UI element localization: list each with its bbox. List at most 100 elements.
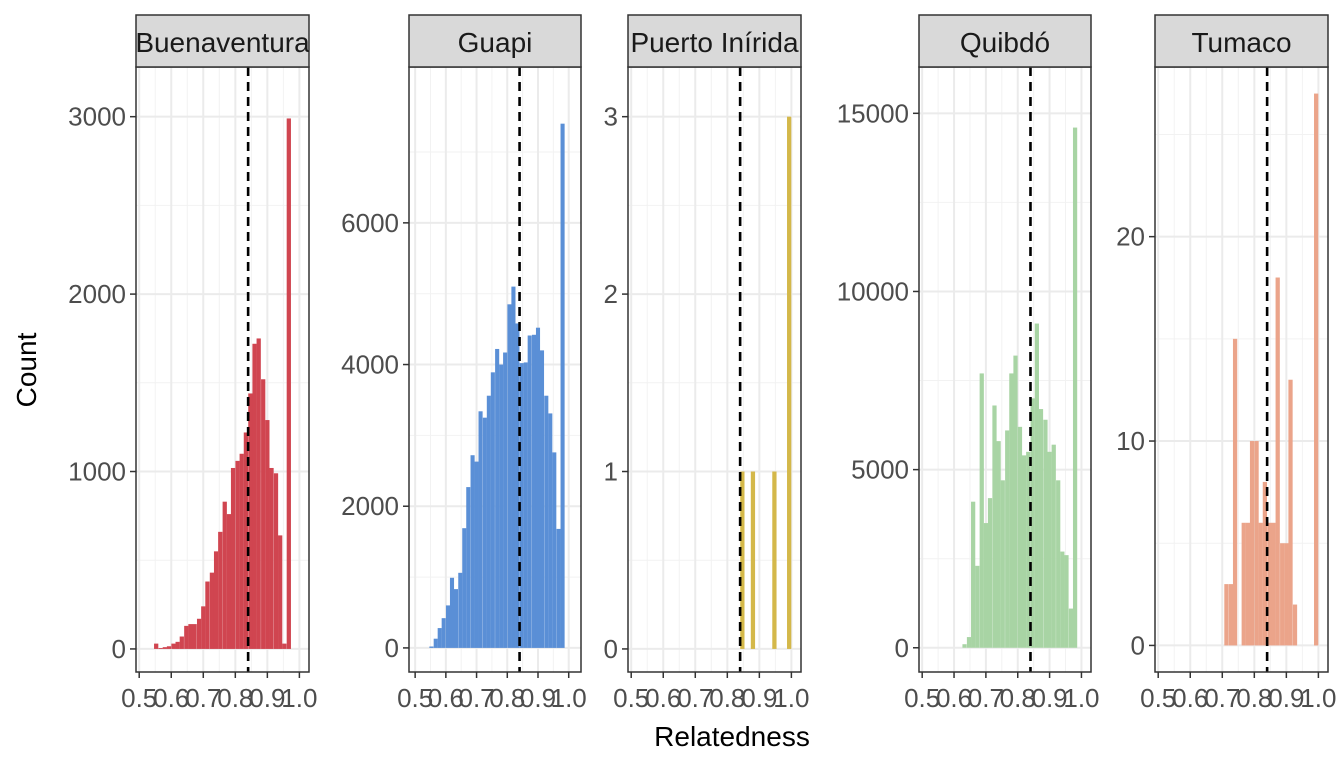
- y-axis-title: Count: [11, 332, 42, 407]
- y-tick-label: 0: [895, 633, 909, 663]
- histogram-bar: [1064, 555, 1069, 648]
- histogram-bar: [1284, 543, 1289, 646]
- x-tick-label: 0.7: [1204, 683, 1240, 713]
- histogram-bar: [750, 471, 756, 649]
- histogram-bar: [230, 467, 236, 649]
- panel-2: Guapi 0 2000 4000 6000 0.50.60.70.80.91.0: [341, 14, 587, 713]
- histogram-bar: [218, 531, 223, 649]
- panel-5: Tumaco 0 10 20 0.50.60.70.80.91.0: [1116, 14, 1336, 713]
- histogram-bar: [979, 373, 984, 648]
- histogram-bar: [1056, 480, 1061, 648]
- x-tick-label: 1.0: [1300, 683, 1336, 713]
- x-tick-label: 0.9: [520, 683, 556, 713]
- histogram-bar: [433, 638, 438, 648]
- histogram-bar: [162, 647, 167, 649]
- histogram-bar: [286, 118, 291, 649]
- histogram-bar: [252, 343, 257, 649]
- y-tick-label: 2000: [68, 279, 126, 309]
- y-tick-label: 20: [1116, 222, 1145, 252]
- panels-layer: Buenaventura01000200030000.50.60.70.80.9…: [68, 14, 1336, 713]
- x-tick-label: 0.7: [968, 683, 1004, 713]
- histogram-bar: [1288, 379, 1293, 646]
- histogram-bar: [273, 473, 279, 649]
- histogram-bar: [552, 452, 557, 648]
- histogram-bar: [539, 350, 545, 648]
- panel-grid: [136, 67, 309, 672]
- histogram-bar: [1060, 551, 1065, 648]
- histogram-bar: [437, 628, 442, 648]
- histogram-bar: [205, 581, 210, 649]
- x-tick-label: 1.0: [551, 683, 587, 713]
- histogram-bar: [1013, 355, 1018, 648]
- panel-grid: [919, 67, 1091, 672]
- x-tick-label: 0.5: [613, 683, 649, 713]
- histogram-bar: [1232, 338, 1238, 646]
- histogram-bar: [1026, 451, 1031, 648]
- histogram-bar: [495, 348, 500, 648]
- histogram-bar: [179, 636, 184, 649]
- x-tick-label: 0.9: [1268, 683, 1304, 713]
- histogram-bar: [474, 461, 479, 648]
- x-tick-label: 0.9: [741, 683, 777, 713]
- histogram-bar: [1249, 441, 1255, 646]
- y-tick-label: 0: [604, 634, 618, 664]
- histogram-bar: [740, 471, 745, 649]
- x-tick-label: 0.6: [153, 683, 189, 713]
- histogram-bar: [466, 487, 471, 648]
- histogram-bar: [1262, 481, 1268, 646]
- histogram-bar: [1017, 426, 1023, 648]
- x-tick-label: 0.8: [1236, 683, 1272, 713]
- histogram-bar: [966, 637, 972, 648]
- panel-3: Puerto Inírida 0 1 2 3 0.50.60.70.80.91.0: [604, 14, 809, 713]
- histogram-bar: [962, 644, 967, 648]
- histogram-bar: [1280, 543, 1285, 646]
- histogram-bar: [171, 643, 176, 649]
- facet-strip-label: Guapi: [458, 27, 533, 58]
- histogram-bar: [527, 335, 532, 648]
- x-tick-label: 0.8: [709, 683, 745, 713]
- histogram-bar: [278, 535, 283, 649]
- histogram-bars: [154, 118, 291, 649]
- histogram-bars: [1224, 93, 1319, 646]
- histogram-bars: [962, 127, 1078, 648]
- facet-strip: [408, 14, 582, 68]
- histogram-bar: [507, 304, 512, 648]
- histogram-bar: [239, 453, 244, 649]
- histogram-bar: [560, 123, 565, 648]
- panel-1: Buenaventura 0 1000 2000 3000 0.50.60.70.80.9…: [68, 14, 317, 713]
- histogram-bar: [499, 364, 504, 648]
- histogram-bar: [429, 646, 434, 648]
- x-tick-label: 0.8: [1000, 683, 1036, 713]
- histogram-bar: [269, 467, 274, 649]
- histogram-bar: [971, 501, 976, 648]
- histogram-bar: [556, 528, 561, 648]
- histogram-bar: [992, 405, 997, 648]
- histogram-bar: [175, 641, 180, 649]
- y-tick-label: 1000: [68, 457, 126, 487]
- histogram-bar: [445, 605, 451, 648]
- histogram-bar: [458, 572, 463, 648]
- x-tick-label: 0.6: [645, 683, 681, 713]
- y-tick-label: 3: [604, 102, 618, 132]
- histogram-bar: [1000, 480, 1005, 648]
- histogram-bar: [772, 471, 777, 649]
- y-tick-label: 4000: [341, 350, 399, 380]
- histogram-bar: [1051, 444, 1056, 648]
- histogram-bar: [213, 551, 219, 649]
- histogram-bar: [1043, 419, 1048, 648]
- histogram-bar: [1005, 430, 1010, 648]
- histogram-bar: [1254, 441, 1259, 646]
- y-tick-label: 2: [604, 279, 618, 309]
- histogram-bar: [503, 352, 508, 648]
- x-tick-label: 0.5: [121, 683, 157, 713]
- histogram-bar: [256, 338, 261, 649]
- x-tick-label: 0.5: [1140, 683, 1176, 713]
- histogram-bar: [987, 498, 993, 648]
- histogram-bar: [535, 327, 541, 648]
- y-tick-label: 15000: [837, 98, 909, 128]
- histogram-bar: [1047, 451, 1052, 648]
- histogram-bar: [531, 334, 537, 648]
- histogram-bar: [1275, 277, 1280, 646]
- histogram-bar: [158, 648, 163, 649]
- facet-strip: [918, 14, 1092, 68]
